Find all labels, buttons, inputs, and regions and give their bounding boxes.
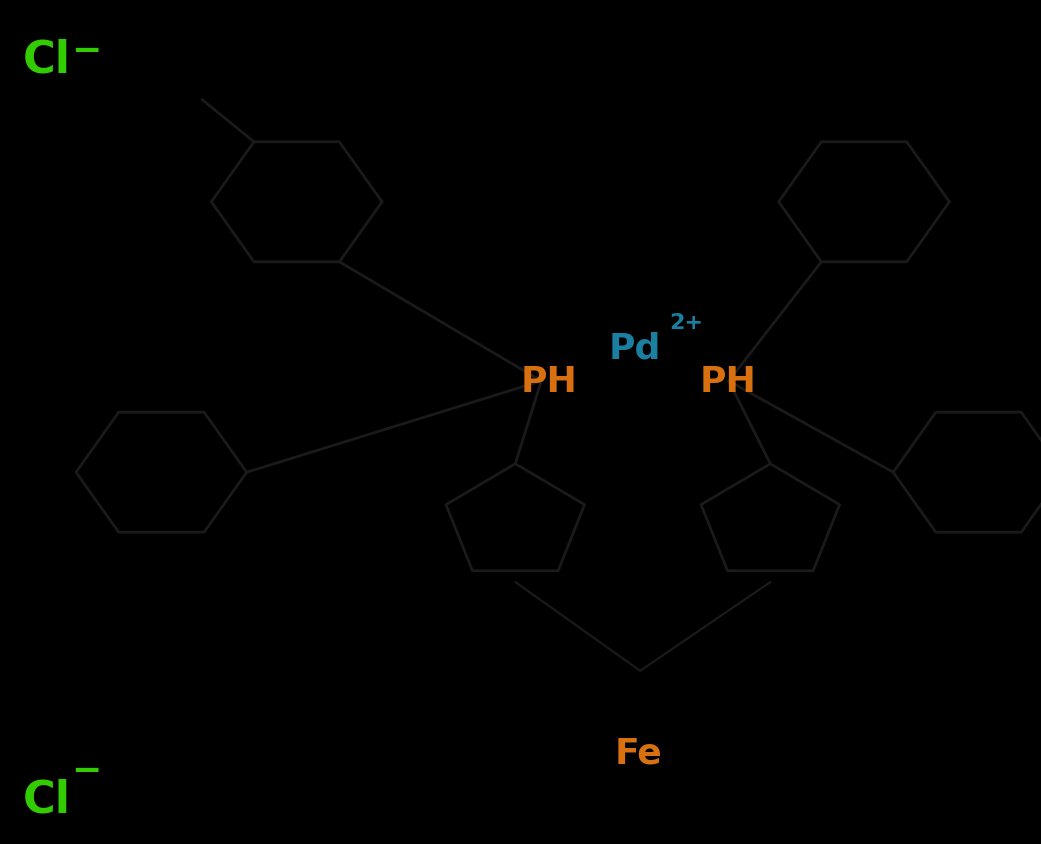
Text: Fe: Fe	[614, 736, 662, 770]
Text: Pd: Pd	[609, 331, 661, 365]
Text: −: −	[71, 34, 101, 68]
Text: Cl: Cl	[23, 38, 71, 81]
Text: −: −	[71, 753, 101, 787]
Text: PH: PH	[700, 365, 757, 398]
Text: PH: PH	[520, 365, 578, 398]
Text: 2+: 2+	[669, 312, 704, 333]
Text: Cl: Cl	[23, 777, 71, 820]
